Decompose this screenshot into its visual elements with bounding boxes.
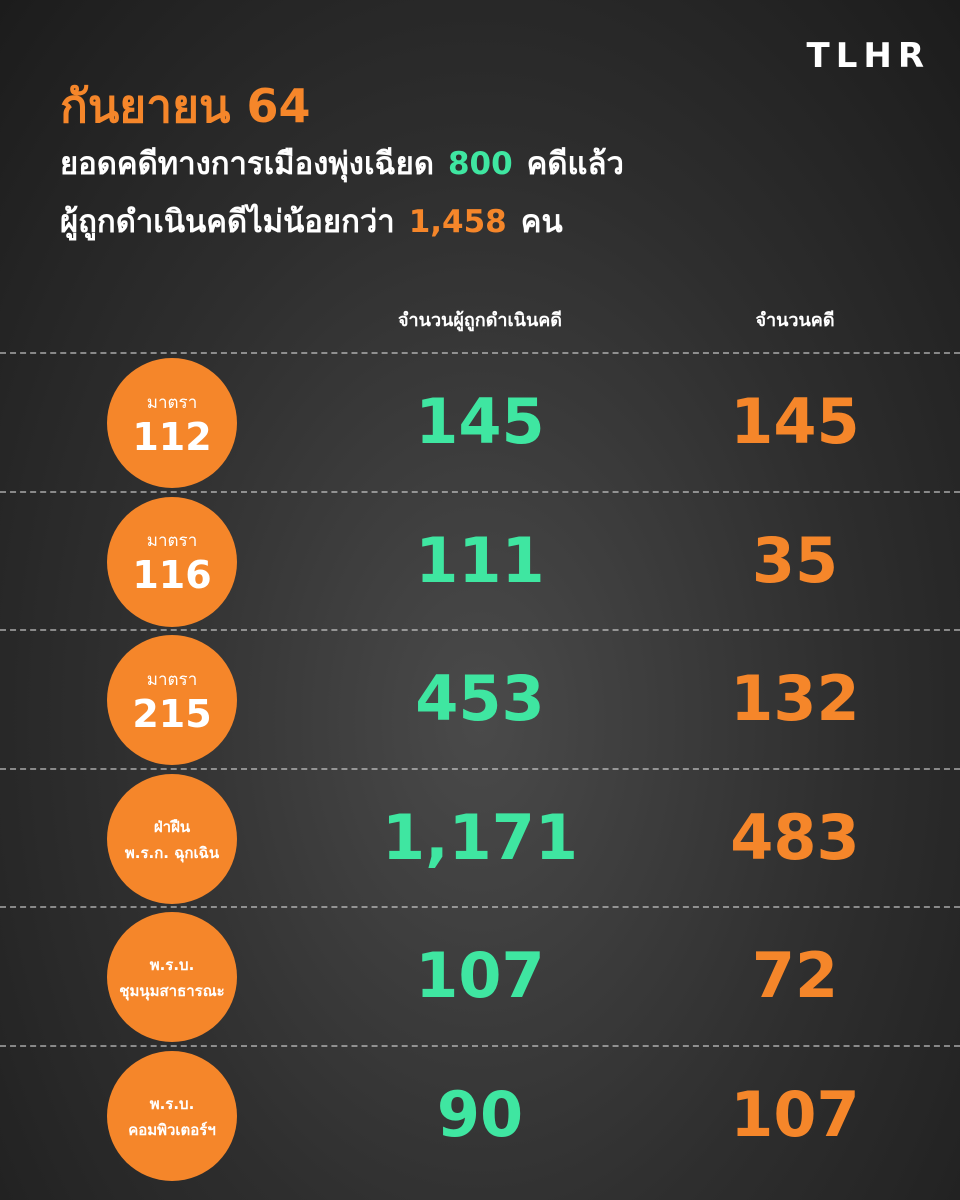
headline-number: 1,458	[408, 204, 507, 240]
people-count: 111	[415, 523, 545, 597]
row-separator	[0, 629, 960, 631]
people-count: 107	[415, 939, 545, 1012]
title: กันยายน 64	[60, 79, 311, 133]
badge-label: มาตรา	[146, 392, 198, 413]
badge-label: มาตรา	[146, 669, 198, 690]
case-count: 145	[730, 385, 860, 458]
logo: TLHR	[806, 36, 930, 76]
table-row: มาตรา 112 145 145	[0, 354, 960, 492]
row-separator	[0, 490, 960, 493]
row-separator	[0, 906, 960, 908]
badge-label: 112	[132, 414, 212, 459]
badge-label: ฝ่าฝืน	[153, 817, 191, 836]
badge-label: ชุมนุมสาธารณะ	[119, 982, 225, 1000]
headline: ผู้ถูกดำเนินคดีไม่น้อยกว่า 1,458 คน	[60, 196, 577, 246]
row-separator	[0, 767, 960, 770]
column-header: จำนวนคดี	[755, 310, 835, 331]
headline-text: ผู้ถูกดำเนินคดีไม่น้อยกว่า	[60, 204, 395, 240]
badge-label: 116	[132, 553, 212, 597]
table-row: มาตรา 215 453 132	[0, 631, 960, 769]
headline-number: 800	[447, 146, 513, 182]
people-count: 145	[415, 385, 545, 458]
headline-text: ยอดคดีทางการเมืองพุ่งเฉียด	[60, 146, 434, 182]
column-header: จำนวนผู้ถูกดำเนินคดี	[397, 310, 562, 331]
badge-label: คอมพิวเตอร์ฯ	[128, 1120, 216, 1139]
headline-text: คดีแล้ว	[526, 146, 624, 182]
people-count: 1,171	[381, 800, 579, 874]
row-separator	[0, 1044, 960, 1047]
law-badge: มาตรา 116	[107, 496, 237, 627]
badge-label: 215	[132, 691, 212, 736]
people-count: 90	[436, 1077, 524, 1151]
law-badge: มาตรา 112	[107, 358, 237, 488]
case-count: 107	[730, 1077, 860, 1151]
case-count: 483	[730, 800, 860, 874]
law-badge: มาตรา 215	[107, 635, 237, 765]
row-separator	[0, 352, 960, 354]
law-badge: พ.ร.บ. คอมพิวเตอร์ฯ	[107, 1050, 237, 1181]
badge-label: มาตรา	[146, 531, 198, 551]
headline: ยอดคดีทางการเมืองพุ่งเฉียด 800 คดีแล้ว	[60, 138, 638, 188]
people-count: 453	[415, 662, 545, 735]
law-badge: พ.ร.บ. ชุมนุมสาธารณะ	[107, 912, 237, 1042]
law-badge: ฝ่าฝืนพ.ร.ก. ฉุกเฉิน	[107, 773, 237, 904]
badge-label: พ.ร.บ.	[149, 1094, 195, 1113]
badge-label: พ.ร.ก. ฉุกเฉิน	[124, 843, 220, 862]
badge-label: พ.ร.บ.	[149, 956, 195, 974]
table-row: มาตรา 116 111 35	[0, 493, 960, 631]
case-count: 35	[751, 523, 839, 597]
case-count: 72	[751, 939, 839, 1012]
table-row: พ.ร.บ. ชุมนุมสาธารณะ 107 72	[0, 908, 960, 1046]
table-row: ฝ่าฝืนพ.ร.ก. ฉุกเฉิน 1,171 483	[0, 770, 960, 908]
table-row: พ.ร.บ. คอมพิวเตอร์ฯ 90 107	[0, 1047, 960, 1185]
headline-text: คน	[520, 204, 563, 240]
case-count: 132	[730, 662, 860, 735]
